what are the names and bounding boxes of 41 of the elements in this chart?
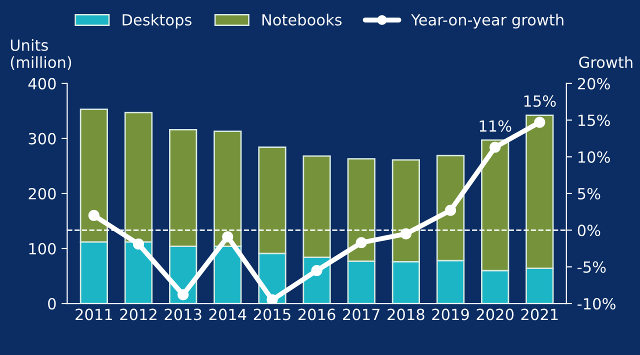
y2-tick-label: -10% (578, 298, 616, 310)
x-tick-label: 2019 (432, 308, 469, 320)
y-tick-label: 0 (48, 298, 56, 310)
x-tick-label: 2017 (343, 308, 380, 320)
y2-tick-label: 5% (578, 188, 600, 200)
point (222, 231, 234, 242)
x-tick-label: 2021 (521, 308, 558, 320)
y2-tick-label: -5% (578, 261, 606, 273)
x-tick-label: 2014 (209, 308, 246, 320)
legend-label: Year-on-year growth (411, 14, 564, 29)
y2-tick-label: 20% (578, 78, 610, 90)
point (356, 237, 367, 248)
x-tick-label: 2020 (476, 308, 514, 320)
point (132, 238, 144, 250)
point (311, 264, 322, 276)
y-tick-label: 300 (28, 132, 56, 144)
legend-label: Desktops (122, 14, 192, 29)
y-tick-label: 200 (28, 188, 56, 200)
x-tick-label: 2012 (120, 308, 156, 320)
legend-label: Notebooks (262, 14, 342, 26)
data-label: 15% (524, 95, 556, 107)
y2-axis-title: Growth (579, 56, 632, 68)
x-tick-label: 2018 (388, 308, 424, 320)
x-tick-label: 2015 (254, 308, 290, 320)
y-axis-title: Units (million) (10, 39, 72, 70)
data-label: 11% (480, 120, 512, 132)
y2-tick-label: 10% (578, 151, 610, 163)
point (266, 294, 278, 304)
y2-tick-label: 0% (578, 224, 600, 236)
point (400, 228, 412, 240)
point (444, 204, 456, 216)
x-tick-label: 2011 (76, 308, 112, 320)
x-tick-label: 2013 (164, 308, 202, 320)
y2-tick-label: 15% (578, 114, 610, 126)
x-tick-label: 2016 (298, 308, 336, 320)
point (178, 289, 189, 300)
point (490, 142, 501, 153)
y-tick-label: 400 (28, 78, 56, 90)
point (534, 116, 546, 128)
y-tick-label: 100 (29, 242, 56, 255)
point (88, 210, 100, 222)
